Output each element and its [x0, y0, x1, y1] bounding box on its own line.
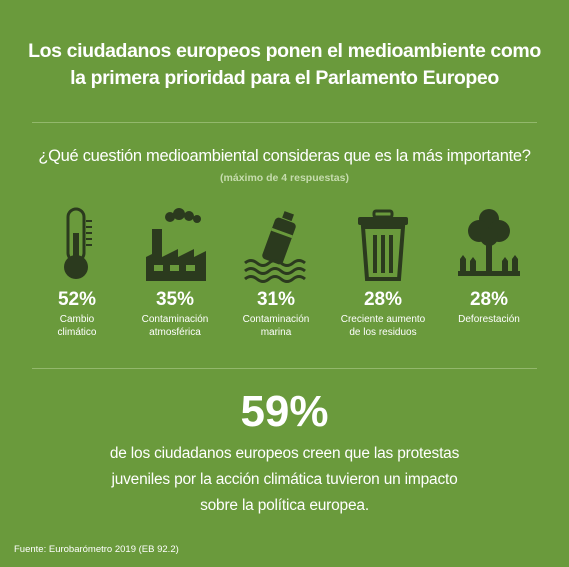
issue-label-line2: climático — [57, 327, 97, 338]
highlight-percent: 59% — [240, 387, 329, 436]
factory-icon — [146, 208, 206, 281]
issue-label-line2: marina — [260, 327, 292, 338]
title-line-2: la primera prioridad para el Parlamento … — [70, 67, 499, 89]
statement-line-1: de los ciudadanos europeos creen que las… — [109, 445, 460, 462]
bottle-in-water-icon — [244, 211, 306, 283]
issue-label-line1: Cambio — [59, 314, 95, 325]
top-divider — [32, 122, 537, 123]
thermometer-icon — [64, 207, 92, 279]
infographic-title: Los ciudadanos europeos ponen el medioam… — [0, 38, 569, 92]
issue-label-line2: de los residuos — [349, 327, 417, 338]
middle-divider — [32, 368, 537, 369]
issue-air-pollution: 35% Contaminación atmosférica — [120, 205, 230, 339]
tree-stumps-icon — [458, 209, 520, 276]
source-note: Fuente: Eurobarómetro 2019 (EB 92.2) — [14, 544, 179, 555]
survey-question: ¿Qué cuestión medioambiental consideras … — [38, 147, 531, 165]
issue-label: Contaminación marina — [221, 313, 331, 339]
statement-line-2: juveniles por la acción climática tuvier… — [111, 471, 458, 488]
title-line-1: Los ciudadanos europeos ponen el medioam… — [28, 40, 541, 62]
issue-label-line1: Contaminación — [242, 314, 310, 325]
issue-waste-growth: 28% Creciente aumento de los residuos — [328, 205, 438, 339]
percent-value: 28% — [469, 289, 509, 310]
percent-value: 35% — [155, 289, 195, 310]
percent-value: 52% — [57, 289, 97, 310]
issue-climate-change: 52% Cambio climático — [22, 205, 132, 339]
issue-label-line1: Deforestación — [458, 314, 520, 325]
issue-label: Contaminación atmosférica — [120, 313, 230, 339]
issue-label: Cambio climático — [22, 313, 132, 339]
issue-label: Deforestación — [434, 313, 544, 326]
percent-value: 28% — [363, 289, 403, 310]
issue-label-line2: atmosférica — [149, 327, 201, 338]
highlight-statement: de los ciudadanos europeos creen que las… — [0, 441, 569, 519]
survey-subnote: (máximo de 4 respuestas) — [220, 172, 349, 184]
trash-bin-icon — [358, 209, 408, 281]
statement-line-3: sobre la política europea. — [200, 497, 369, 514]
issue-label-line1: Contaminación — [141, 314, 209, 325]
issue-label-line1: Creciente aumento — [340, 314, 426, 325]
percent-value: 31% — [256, 289, 296, 310]
issue-marine-pollution: 31% Contaminación marina — [221, 205, 331, 339]
issue-label: Creciente aumento de los residuos — [328, 313, 438, 339]
issue-deforestation: 28% Deforestación — [434, 205, 544, 326]
